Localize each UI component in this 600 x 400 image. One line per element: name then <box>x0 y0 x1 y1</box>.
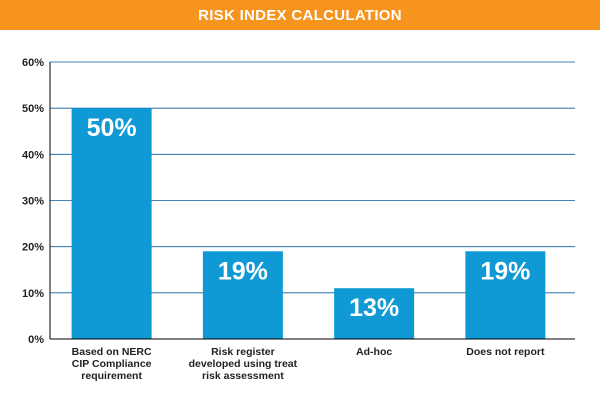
bar-chart: 0% 10% 20% 30% 40% 50% 60% 50% Based on NERC CIP … <box>22 57 575 382</box>
x-tick-label-line: risk assessment <box>202 370 284 382</box>
x-tick-label-line: Ad-hoc <box>356 346 392 358</box>
data-label: 50% <box>87 114 137 142</box>
bar <box>465 251 546 339</box>
chart-title: RISK INDEX CALCULATION <box>198 6 402 24</box>
bar <box>334 288 415 339</box>
x-tick-label-line: developed using treat <box>189 358 298 370</box>
y-tick-label: 60% <box>22 57 44 69</box>
axes <box>49 62 575 340</box>
x-tick-label-line: Does not report <box>466 346 545 358</box>
y-tick-label: 40% <box>22 149 44 161</box>
bar <box>202 251 283 339</box>
x-tick-label: Based on NERC CIP Compliance requirement <box>72 346 152 382</box>
x-tick-label-line: CIP Compliance <box>72 358 152 370</box>
y-tick-label: 50% <box>22 103 44 115</box>
x-tick-label: Does not report <box>466 346 545 358</box>
bars <box>71 108 546 340</box>
data-label: 19% <box>218 257 268 285</box>
data-label: 19% <box>480 257 530 285</box>
y-tick-label: 10% <box>22 288 44 300</box>
labels: 0% 10% 20% 30% 40% 50% 60% 50% Based on NERC CIP … <box>22 57 545 382</box>
x-tick-label: Risk register developed using treat risk a… <box>189 346 298 382</box>
chart-area: 0% 10% 20% 30% 40% 50% 60% 50% Based on NERC CIP … <box>0 30 600 400</box>
x-tick-label-line: Based on NERC <box>72 346 152 358</box>
y-tick-label: 30% <box>22 196 44 208</box>
data-label: 13% <box>349 294 399 322</box>
title-banner: RISK INDEX CALCULATION <box>0 0 600 30</box>
y-tick-label: 0% <box>28 334 44 346</box>
x-tick-label-line: Risk register <box>211 346 275 358</box>
bar <box>71 108 152 340</box>
x-tick-label-line: requirement <box>81 370 142 382</box>
x-tick-label: Ad-hoc <box>356 346 392 358</box>
y-tick-label: 20% <box>22 242 44 254</box>
